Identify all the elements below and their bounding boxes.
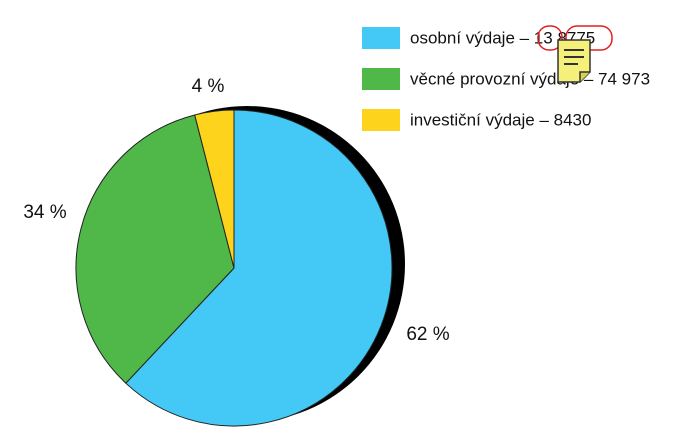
slice-label: 62 %	[406, 324, 449, 345]
legend-swatch	[362, 68, 400, 90]
pie-slice	[194, 109, 235, 269]
legend-swatch	[362, 27, 400, 49]
legend-swatch	[362, 109, 400, 131]
annotation	[537, 25, 613, 83]
pie-slice	[75, 114, 235, 384]
slice-label: 34 %	[23, 202, 66, 223]
pie	[75, 109, 393, 427]
note-icon[interactable]	[557, 39, 591, 83]
legend-label: věcné provozní výdaje – 74 973	[410, 69, 650, 88]
legend-label: investiční výdaje – 8430	[410, 110, 591, 129]
slice-label: 4 %	[192, 76, 225, 97]
annotation-circle	[537, 25, 563, 51]
legend: osobní výdaje – 13 8775 věcné provozní vý…	[362, 27, 650, 131]
pie-slice	[125, 109, 393, 427]
legend-label: osobní výdaje – 13 8775	[410, 28, 595, 47]
slice-labels: 62 % 34 % 4 %	[23, 76, 449, 345]
